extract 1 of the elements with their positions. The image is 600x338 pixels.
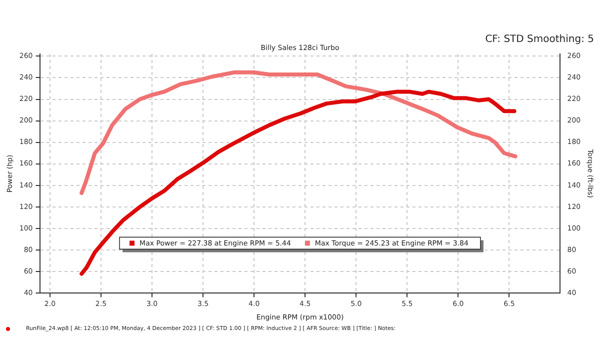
text: CF: STD Smoothing: 5: [485, 34, 594, 45]
